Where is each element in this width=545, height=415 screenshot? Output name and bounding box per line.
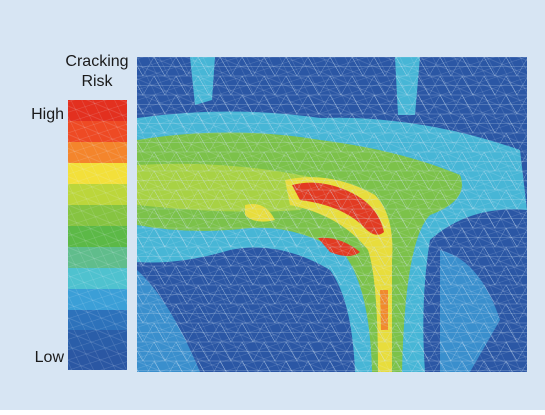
legend-title-line: Cracking xyxy=(65,53,128,70)
legend-title-line: Risk xyxy=(81,73,113,90)
page: Cracking Risk High Low xyxy=(0,0,545,410)
legend-high-label: High xyxy=(31,106,64,123)
legend-low-label: Low xyxy=(35,349,65,366)
heat-map xyxy=(137,57,527,372)
color-bar xyxy=(68,100,127,370)
figure: Cracking Risk High Low xyxy=(0,0,545,410)
